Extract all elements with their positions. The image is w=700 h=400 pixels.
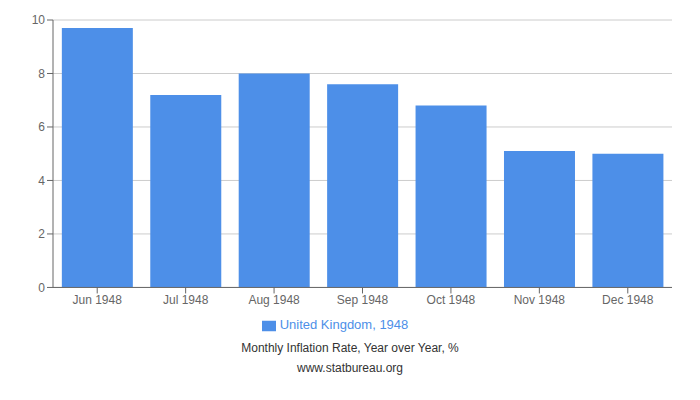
- svg-text:Oct 1948: Oct 1948: [427, 293, 476, 307]
- html-text:www.statbureau.org: www.statbureau.org: [297, 361, 403, 375]
- svg-text:Aug 1948: Aug 1948: [248, 293, 300, 307]
- svg-text:6: 6: [38, 120, 45, 134]
- svg-text:Nov 1948: Nov 1948: [514, 293, 566, 307]
- html-text:United Kingdom, 1948: United Kingdom, 1948: [279, 317, 409, 333]
- svg-text:2: 2: [38, 227, 45, 241]
- svg-text:8: 8: [38, 67, 45, 81]
- svg-text:0: 0: [38, 281, 45, 295]
- svg-text:Jun 1948: Jun 1948: [73, 293, 123, 307]
- svg-text:10: 10: [32, 13, 46, 27]
- svg-text:Jul 1948: Jul 1948: [163, 293, 209, 307]
- svg-text:4: 4: [38, 174, 45, 188]
- html-text:Monthly Inflation Rate, Year o: Monthly Inflation Rate, Year over Year, …: [241, 341, 459, 355]
- svg-text:Dec 1948: Dec 1948: [602, 293, 654, 307]
- svg-text:Sep 1948: Sep 1948: [337, 293, 389, 307]
